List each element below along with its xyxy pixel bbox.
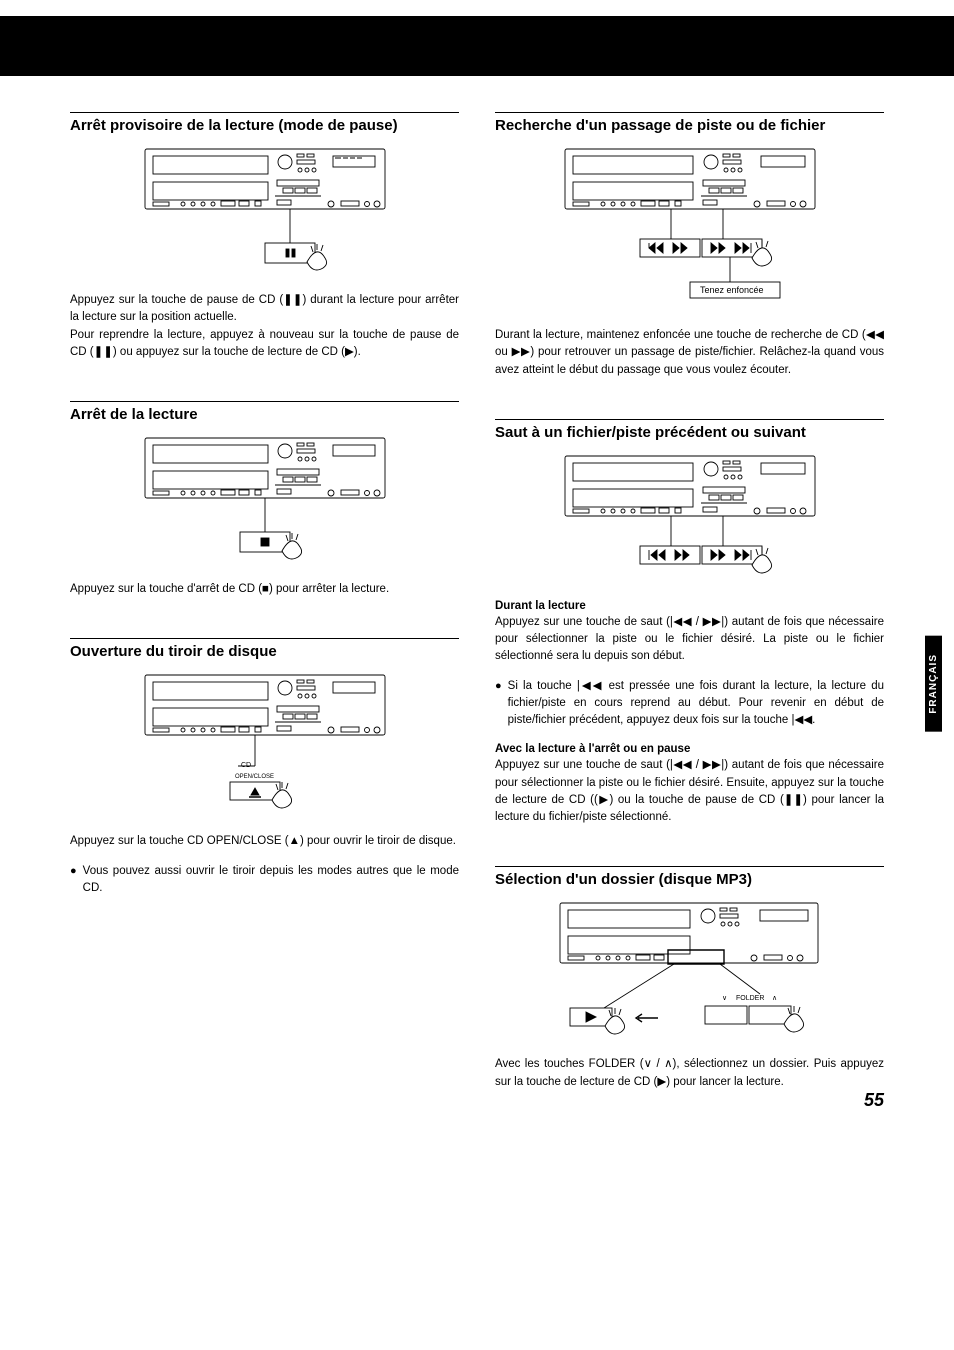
section-open-tray: Ouverture du tiroir de disque [70, 638, 459, 897]
body-text: Appuyez sur la touche d'arrêt de CD (■) … [70, 581, 459, 598]
device-illustration-open: CD OPEN/CLOSE [135, 670, 395, 825]
open-close-label: OPEN/CLOSE [235, 774, 274, 780]
page-content: Arrêt provisoire de la lecture (mode de … [0, 76, 954, 1121]
left-column: Arrêt provisoire de la lecture (mode de … [70, 112, 459, 1101]
top-black-bar [0, 16, 954, 76]
section-title: Arrêt de la lecture [70, 401, 459, 423]
bullet-dot: ● [495, 678, 502, 730]
open-close-cd-label: CD [241, 762, 251, 769]
folder-label: FOLDER [736, 995, 764, 1002]
section-title: Ouverture du tiroir de disque [70, 638, 459, 660]
section-title: Arrêt provisoire de la lecture (mode de … [70, 112, 459, 134]
svg-text:∧: ∧ [772, 995, 777, 1002]
section-skip: Saut à un fichier/piste précédent ou sui… [495, 419, 884, 827]
bullet-item: ● Si la touche |◀◀ est pressée une fois … [495, 678, 884, 730]
section-title: Sélection d'un dossier (disque MP3) [495, 866, 884, 888]
bullet-text: Vous pouvez aussi ouvrir le tiroir depui… [83, 863, 459, 898]
device-illustration-search: Tenez enfoncée [555, 144, 825, 319]
device-illustration-skip [555, 451, 825, 586]
section-title: Saut à un fichier/piste précédent ou sui… [495, 419, 884, 441]
body-text: Avec les touches FOLDER (∨ / ∧), sélecti… [495, 1056, 884, 1091]
page-number: 55 [864, 1090, 884, 1111]
section-search: Recherche d'un passage de piste ou de fi… [495, 112, 884, 379]
hold-label: Tenez enfoncée [700, 285, 764, 295]
section-folder: Sélection d'un dossier (disque MP3) [495, 866, 884, 1091]
right-column: Recherche d'un passage de piste ou de fi… [495, 112, 884, 1101]
subheading: Durant la lecture [495, 600, 884, 612]
body-text: Appuyez sur une touche de saut (|◀◀ / ▶▶… [495, 757, 884, 826]
body-text: Appuyez sur une touche de saut (|◀◀ / ▶▶… [495, 614, 884, 666]
device-illustration-folder: ∨ FOLDER ∧ [550, 898, 830, 1048]
body-text: Appuyez sur la touche de pause de CD (❚❚… [70, 292, 459, 361]
bullet-dot: ● [70, 863, 77, 898]
bullet-text: Si la touche |◀◀ est pressée une fois du… [508, 678, 884, 730]
language-tab: FRANÇAIS [925, 636, 942, 732]
device-illustration-stop [135, 433, 395, 573]
device-illustration-pause [135, 144, 395, 284]
body-text: Appuyez sur la touche CD OPEN/CLOSE (▲) … [70, 833, 459, 850]
svg-text:∨: ∨ [722, 995, 727, 1002]
bullet-item: ● Vous pouvez aussi ouvrir le tiroir dep… [70, 863, 459, 898]
body-text: Durant la lecture, maintenez enfoncée un… [495, 327, 884, 379]
section-pause: Arrêt provisoire de la lecture (mode de … [70, 112, 459, 361]
section-title: Recherche d'un passage de piste ou de fi… [495, 112, 884, 134]
section-stop: Arrêt de la lecture [70, 401, 459, 598]
subheading: Avec la lecture à l'arrêt ou en pause [495, 743, 884, 755]
